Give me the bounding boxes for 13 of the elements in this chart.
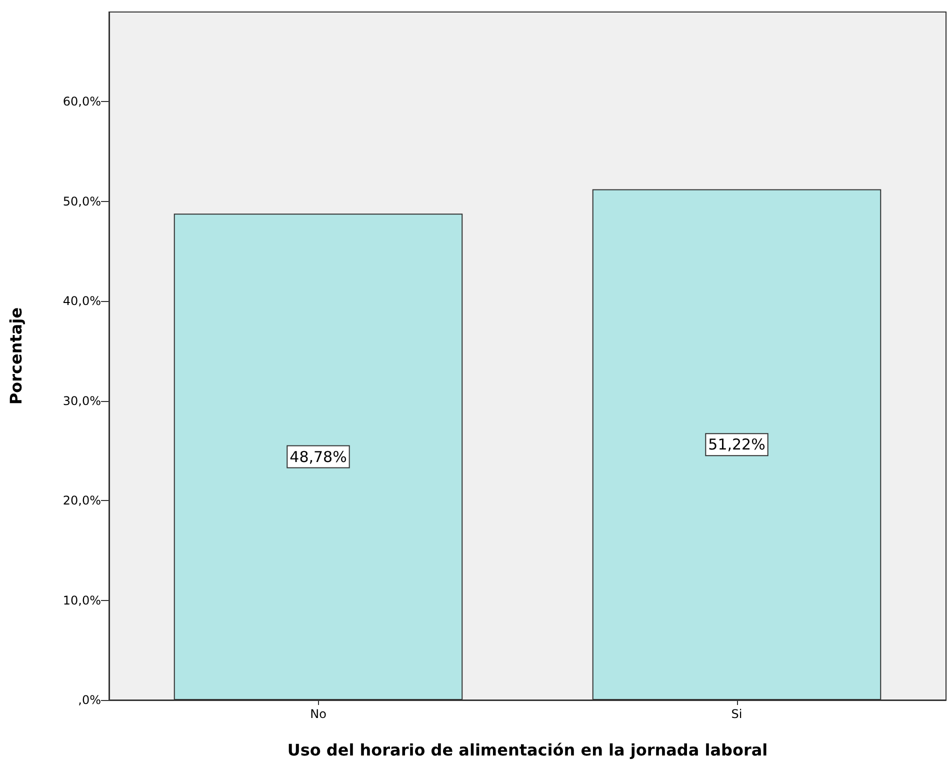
x-tick-label: No: [310, 707, 326, 721]
x-axis-title: Uso del horario de alimentación en la jornada laboral: [287, 740, 768, 760]
data-label: 48,78%: [290, 448, 347, 466]
y-tick-label: 10,0%: [62, 593, 101, 608]
y-tick-label: 20,0%: [62, 494, 101, 508]
x-tick-label: Si: [731, 707, 742, 721]
y-axis-title: Porcentaje: [6, 307, 26, 405]
y-tick-label: 60,0%: [62, 94, 101, 109]
y-tick-label: 50,0%: [62, 194, 101, 208]
y-tick-label: ,0%: [78, 693, 101, 707]
y-tick-label: 40,0%: [62, 294, 101, 308]
y-tick-label: 30,0%: [62, 394, 101, 408]
data-label: 51,22%: [708, 436, 766, 454]
